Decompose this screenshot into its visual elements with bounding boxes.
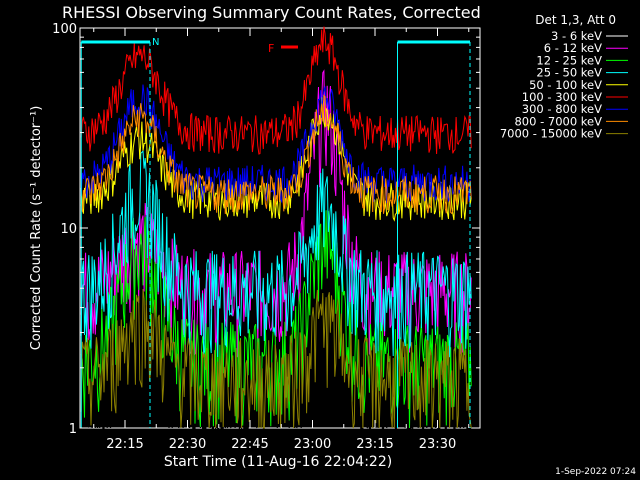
legend-entry-label: 100 - 300 keV: [522, 90, 602, 104]
legend-entry-label: 6 - 12 keV: [544, 41, 602, 55]
y-tick-label: 100: [52, 22, 77, 37]
y-axis-label: Corrected Count Rate (s⁻¹ detector⁻¹): [29, 106, 44, 351]
chart-title: RHESSI Observing Summary Count Rates, Co…: [62, 3, 481, 22]
legend-entry-label: 3 - 6 keV: [551, 29, 602, 43]
x-tick-label: 23:30: [419, 437, 456, 452]
x-tick-label: 23:00: [294, 437, 331, 452]
flare-label: F: [268, 42, 274, 55]
series-line: [80, 149, 472, 358]
legend-entry-label: 12 - 25 keV: [536, 53, 602, 67]
legend-entry-label: 50 - 100 keV: [529, 78, 602, 92]
y-tick-label: 10: [60, 222, 77, 237]
series-line: [80, 26, 472, 155]
x-tick-label: 22:15: [106, 437, 143, 452]
legend-entry-label: 25 - 50 keV: [536, 66, 602, 80]
x-axis: 22:15 22:30 22:45 23:00 23:15 23:30: [93, 28, 470, 452]
series-line: [80, 84, 472, 204]
series-line: [80, 94, 472, 215]
legend-header: Det 1,3, Att 0: [535, 13, 616, 27]
legend-entry-label: 800 - 7000 keV: [514, 114, 602, 128]
x-tick-label: 22:45: [231, 437, 268, 452]
x-tick-label: 23:15: [356, 437, 393, 452]
series-line: [80, 288, 472, 429]
y-tick-label: 1: [69, 422, 77, 437]
x-tick-label: 22:30: [169, 437, 206, 452]
y-axis: 1 10 100: [52, 22, 480, 437]
legend-entry-label: 300 - 800 keV: [522, 102, 602, 116]
x-axis-label: Start Time (11-Aug-16 22:04:22): [164, 454, 392, 470]
legend-entry-label: 7000 - 15000 keV: [500, 127, 602, 141]
night-label: N: [152, 37, 159, 48]
footer-date: 1-Sep-2022 07:24: [555, 467, 636, 477]
